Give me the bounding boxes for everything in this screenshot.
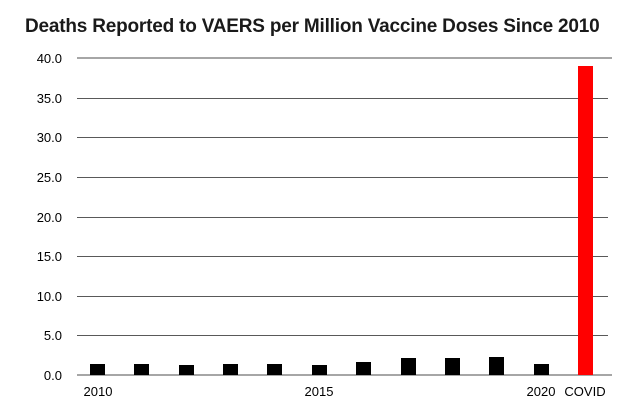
bar-2019 [489,357,504,375]
y-tick-label: 10.0 [36,288,62,304]
bar-2017 [401,358,416,375]
y-tick-label: 30.0 [36,130,62,146]
gridline [77,216,608,218]
gridline [77,256,608,258]
x-tick-label-2015: 2015 [304,384,334,399]
x-axis-line [77,374,612,376]
top-boundary-gridline [77,57,612,59]
bar-2013 [223,364,238,375]
bar-2011 [134,364,149,375]
y-tick-label: 40.0 [36,51,62,66]
bar-2014 [267,364,282,375]
x-tick-label-covid: COVID [564,384,606,399]
bar-2015 [312,365,327,375]
y-tick-label: 5.0 [43,328,62,344]
gridline [77,176,608,178]
gridline [77,97,608,99]
bar-covid [578,66,593,375]
gridline [77,295,608,297]
y-tick-label: 25.0 [36,169,62,185]
y-tick-label: 35.0 [36,90,62,106]
y-tick-label: 20.0 [36,209,62,225]
y-tick-label: 15.0 [36,249,62,265]
bar-2016 [356,362,371,375]
gridline [77,137,608,139]
gridline [77,335,608,337]
bar-2018 [445,358,460,375]
chart-title: Deaths Reported to VAERS per Million Vac… [25,16,600,37]
bar-2020 [534,364,549,375]
y-tick-label: 0.0 [43,368,62,383]
bar-2010 [90,364,105,375]
x-tick-label-2020: 2020 [526,384,556,399]
bar-2012 [179,365,194,375]
x-tick-label-2010: 2010 [83,384,113,399]
